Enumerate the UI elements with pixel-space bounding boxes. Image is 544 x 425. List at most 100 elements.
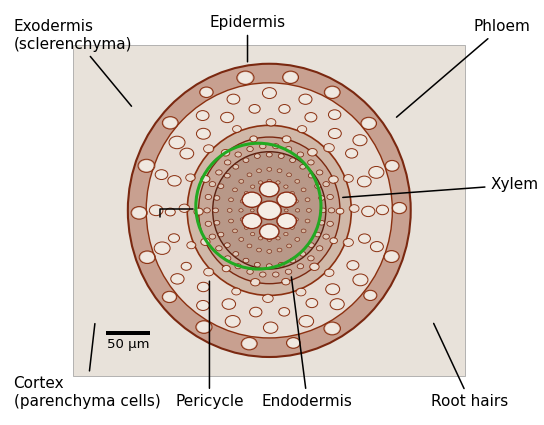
Ellipse shape bbox=[197, 129, 209, 139]
Ellipse shape bbox=[225, 174, 230, 178]
Ellipse shape bbox=[280, 308, 289, 315]
Ellipse shape bbox=[307, 299, 317, 307]
Ellipse shape bbox=[331, 238, 337, 243]
Ellipse shape bbox=[287, 173, 291, 176]
Ellipse shape bbox=[169, 176, 180, 185]
Ellipse shape bbox=[225, 243, 230, 247]
Ellipse shape bbox=[273, 144, 279, 148]
Ellipse shape bbox=[201, 88, 212, 97]
Ellipse shape bbox=[319, 221, 324, 225]
Ellipse shape bbox=[295, 238, 299, 241]
Ellipse shape bbox=[197, 111, 208, 120]
Ellipse shape bbox=[317, 170, 322, 175]
Ellipse shape bbox=[385, 252, 398, 262]
Ellipse shape bbox=[225, 256, 230, 261]
Ellipse shape bbox=[139, 160, 153, 171]
Ellipse shape bbox=[298, 264, 303, 268]
Ellipse shape bbox=[337, 209, 343, 214]
Ellipse shape bbox=[308, 256, 313, 261]
Ellipse shape bbox=[324, 235, 329, 239]
Ellipse shape bbox=[236, 264, 241, 268]
Ellipse shape bbox=[282, 279, 289, 284]
Text: Xylem: Xylem bbox=[343, 177, 539, 198]
Ellipse shape bbox=[268, 250, 271, 253]
Ellipse shape bbox=[222, 150, 229, 156]
Ellipse shape bbox=[287, 338, 299, 348]
Text: Cortex
(parenchyma cells): Cortex (parenchyma cells) bbox=[14, 323, 160, 409]
Ellipse shape bbox=[146, 83, 392, 338]
Ellipse shape bbox=[219, 232, 223, 236]
Ellipse shape bbox=[309, 243, 314, 247]
Ellipse shape bbox=[259, 237, 262, 240]
Ellipse shape bbox=[329, 110, 340, 119]
Ellipse shape bbox=[308, 149, 317, 156]
Ellipse shape bbox=[264, 323, 277, 332]
Ellipse shape bbox=[188, 242, 195, 248]
Ellipse shape bbox=[267, 153, 271, 156]
Ellipse shape bbox=[251, 308, 261, 316]
Ellipse shape bbox=[225, 160, 230, 164]
Ellipse shape bbox=[290, 192, 294, 194]
Ellipse shape bbox=[257, 223, 260, 225]
Ellipse shape bbox=[239, 238, 243, 241]
Ellipse shape bbox=[233, 188, 237, 191]
Ellipse shape bbox=[286, 270, 291, 274]
Ellipse shape bbox=[296, 209, 299, 212]
Ellipse shape bbox=[261, 182, 278, 196]
Ellipse shape bbox=[295, 180, 299, 183]
Ellipse shape bbox=[276, 181, 280, 184]
Ellipse shape bbox=[370, 167, 383, 177]
Ellipse shape bbox=[290, 158, 295, 162]
Ellipse shape bbox=[257, 169, 261, 172]
Ellipse shape bbox=[280, 105, 289, 113]
Ellipse shape bbox=[226, 316, 239, 326]
Bar bbox=[106, 331, 150, 335]
Ellipse shape bbox=[271, 192, 275, 194]
Ellipse shape bbox=[236, 153, 241, 156]
Ellipse shape bbox=[264, 192, 267, 194]
Ellipse shape bbox=[331, 300, 343, 309]
Ellipse shape bbox=[294, 218, 298, 221]
Ellipse shape bbox=[377, 206, 388, 214]
Text: 50 μm: 50 μm bbox=[107, 338, 149, 351]
Ellipse shape bbox=[251, 233, 254, 235]
Ellipse shape bbox=[132, 207, 146, 218]
Ellipse shape bbox=[229, 220, 233, 222]
Ellipse shape bbox=[386, 161, 398, 170]
Ellipse shape bbox=[279, 196, 281, 198]
Ellipse shape bbox=[300, 165, 305, 169]
Ellipse shape bbox=[348, 261, 358, 269]
Ellipse shape bbox=[248, 147, 252, 151]
Ellipse shape bbox=[286, 147, 291, 151]
Ellipse shape bbox=[309, 174, 314, 178]
Ellipse shape bbox=[329, 208, 334, 212]
Ellipse shape bbox=[243, 338, 256, 349]
Ellipse shape bbox=[239, 180, 243, 183]
Ellipse shape bbox=[205, 269, 213, 275]
Ellipse shape bbox=[223, 266, 230, 271]
Ellipse shape bbox=[306, 198, 310, 201]
Ellipse shape bbox=[255, 263, 259, 266]
Ellipse shape bbox=[298, 126, 306, 132]
Ellipse shape bbox=[267, 264, 271, 268]
Ellipse shape bbox=[320, 209, 325, 212]
Ellipse shape bbox=[287, 244, 291, 247]
Ellipse shape bbox=[248, 173, 251, 176]
Ellipse shape bbox=[327, 222, 333, 226]
Text: Phloem: Phloem bbox=[397, 19, 530, 117]
Ellipse shape bbox=[302, 230, 305, 232]
Ellipse shape bbox=[238, 72, 253, 83]
Ellipse shape bbox=[233, 165, 238, 169]
Ellipse shape bbox=[372, 242, 382, 251]
Ellipse shape bbox=[172, 275, 183, 283]
Ellipse shape bbox=[267, 119, 275, 125]
Ellipse shape bbox=[298, 153, 303, 156]
Ellipse shape bbox=[277, 169, 281, 172]
Ellipse shape bbox=[276, 237, 280, 240]
Ellipse shape bbox=[156, 243, 169, 253]
Ellipse shape bbox=[268, 180, 271, 182]
Ellipse shape bbox=[354, 136, 366, 145]
Ellipse shape bbox=[283, 136, 290, 142]
Ellipse shape bbox=[260, 272, 265, 277]
Ellipse shape bbox=[198, 283, 208, 291]
